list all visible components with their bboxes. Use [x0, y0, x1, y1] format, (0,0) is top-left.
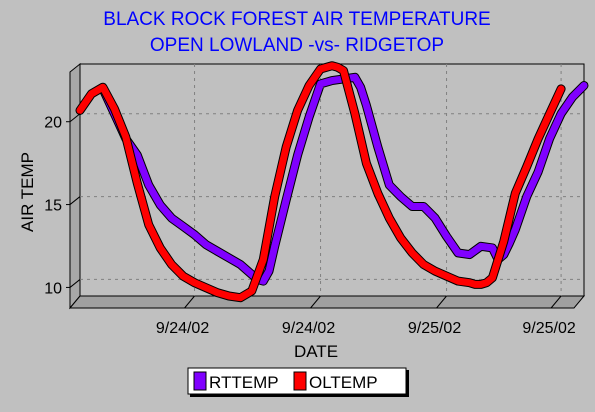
axis-ticks: 10 15 20 9/24/02 9/24/02 9/25/02 9/25/02: [44, 113, 576, 337]
x-tick-mark: [184, 295, 195, 309]
grid-lines: [80, 64, 584, 296]
x-tick-mark: [436, 295, 447, 309]
x-tick-mark: [550, 295, 562, 309]
chart-title-line-2: OPEN LOWLAND -vs- RIDGETOP: [150, 35, 444, 56]
y-tick-label: 10: [44, 280, 62, 297]
x-axis-label: DATE: [294, 342, 338, 361]
legend-box-shadow: [406, 370, 409, 396]
x-tick-label: 9/24/02: [156, 320, 209, 337]
x-tick-mark: [310, 295, 321, 309]
legend-label-rttemp: RTTEMP: [209, 373, 279, 392]
y-tick-label: 15: [44, 198, 62, 215]
legend: RTTEMP OLTEMP: [187, 367, 409, 397]
series-lines: [75, 61, 589, 303]
legend-swatch-oltemp: [293, 371, 307, 391]
x-tick-label: 9/25/02: [408, 320, 461, 337]
legend-box-shadow-bottom: [190, 394, 409, 397]
legend-label-oltemp: OLTEMP: [309, 373, 378, 392]
y-tick-mark: [69, 279, 81, 288]
y-tick-mark: [69, 196, 81, 205]
plot-left-wall: [69, 62, 81, 310]
plot-frame: [68, 62, 586, 310]
chart-title-line-1: BLACK ROCK FOREST AIR TEMPERATURE: [103, 9, 490, 30]
y-tick-label: 20: [44, 115, 62, 132]
x-tick-label: 9/24/02: [282, 320, 335, 337]
y-axis-label: AIR TEMP: [18, 152, 37, 232]
x-tick-label: 9/25/02: [522, 320, 575, 337]
legend-swatch-rttemp: [193, 371, 207, 391]
y-tick-mark: [69, 113, 81, 123]
plot-floor: [68, 295, 586, 309]
plot-back-wall: [79, 63, 585, 297]
series-line-oltemp: [76, 62, 565, 302]
